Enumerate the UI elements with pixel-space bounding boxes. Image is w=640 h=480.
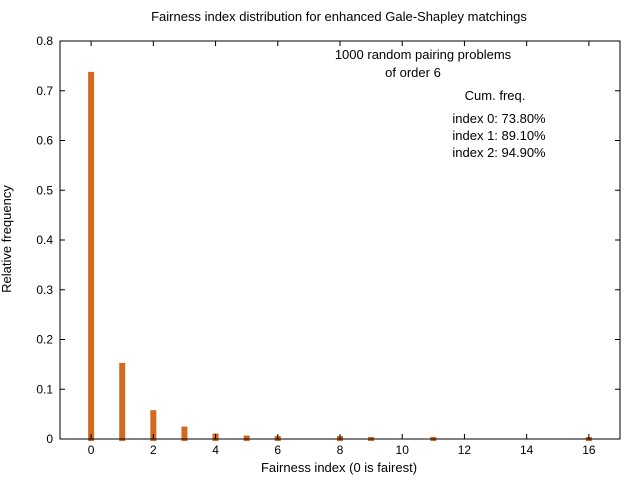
x-tick-label-7: 14 (520, 443, 534, 457)
x-tick-label-3: 6 (274, 443, 281, 457)
y-tick-label-7: 0.7 (36, 84, 53, 98)
y-tick-label-8: 0.8 (36, 34, 53, 48)
bar-x-1 (119, 362, 126, 441)
x-tick-label-2: 4 (212, 443, 219, 457)
x-axis-label: Fairness index (0 is fairest) (261, 460, 417, 475)
x-tick-label-4: 8 (337, 443, 344, 457)
y-tick-label-5: 0.5 (36, 183, 53, 197)
annotation-cum-line-2: index 2: 94.90% (452, 145, 546, 160)
x-tick-label-1: 2 (150, 443, 157, 457)
x-tick-label-6: 12 (458, 443, 472, 457)
y-tick-label-6: 0.6 (36, 134, 53, 148)
annotation-cum-line-0: index 0: 73.80% (452, 111, 546, 126)
bar-x-3 (181, 426, 188, 441)
y-axis-label: Relative frequency (0, 185, 14, 293)
y-tick-label-1: 0.1 (36, 382, 53, 396)
annotation-cum-line-1: index 1: 89.10% (452, 128, 546, 143)
y-tick-label-0: 0 (46, 432, 53, 446)
plot-area: 0 0.1 0.2 0.3 0.4 0.5 0.6 0.7 0.8 0 2 4 6 8 10 12 14 16 (36, 34, 621, 457)
chart-title: Fairness index distribution for enhanced… (151, 9, 527, 24)
y-tick-label-4: 0.4 (36, 233, 53, 247)
x-tick-label-8: 16 (582, 443, 596, 457)
x-tick-label-5: 10 (396, 443, 410, 457)
annotation-subtitle-line2: of order 6 (385, 65, 441, 80)
bar-x-5 (243, 435, 250, 441)
annotation-subtitle-line1: 1000 random pairing problems (335, 47, 512, 62)
bar-x-2 (150, 410, 157, 441)
y-tick-label-3: 0.3 (36, 283, 53, 297)
y-tick-label-2: 0.2 (36, 333, 53, 347)
x-tick-label-0: 0 (88, 443, 95, 457)
annotation-cum-header: Cum. freq. (465, 88, 526, 103)
bar-x-0 (88, 71, 95, 441)
